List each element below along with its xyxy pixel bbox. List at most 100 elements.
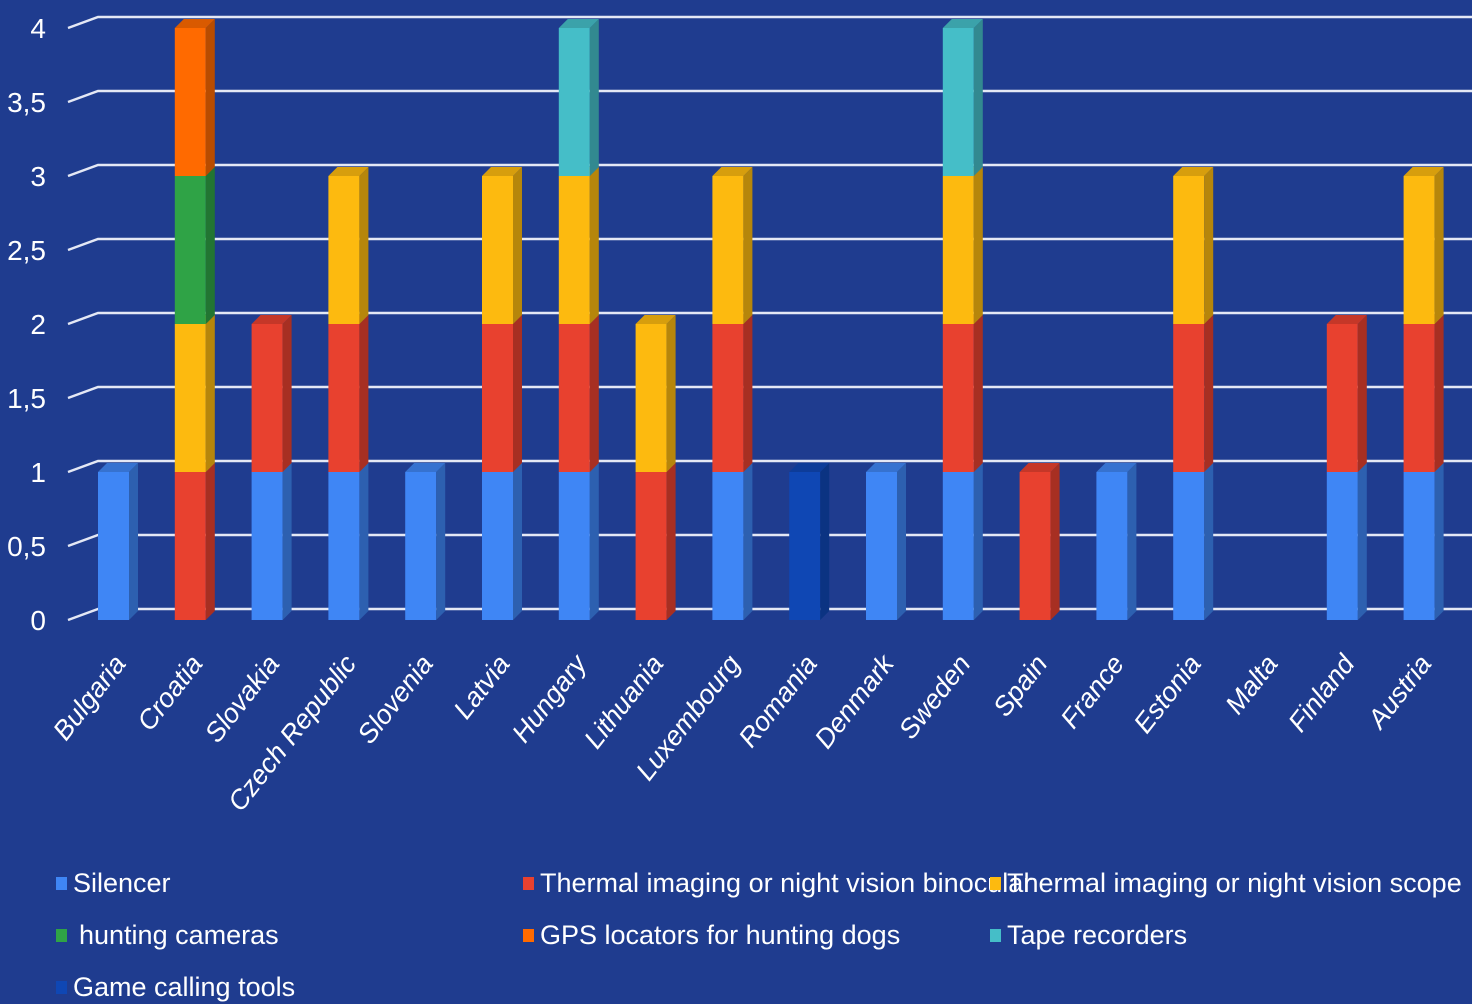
legend-swatch-silencer	[56, 877, 67, 890]
bar-segment-top	[942, 19, 983, 28]
bar-segment-top	[558, 19, 599, 28]
bar-segment	[635, 324, 667, 472]
bar-segment-side	[1204, 315, 1214, 472]
bar-segment-side	[666, 315, 676, 472]
bar-segment-side	[743, 167, 753, 324]
bar-segment-side	[282, 463, 292, 620]
bar-segment	[942, 472, 974, 620]
bar-segment-side	[359, 463, 369, 620]
bar-segment-side	[205, 315, 215, 472]
bar-segment-top	[712, 167, 753, 176]
x-category-label: Spain	[987, 649, 1053, 722]
bar-segment-side	[513, 167, 522, 324]
y-tick-label: 0,5	[7, 531, 46, 562]
legend-label-gps-locators: GPS locators for hunting dogs	[540, 920, 901, 950]
y-tick-label: 3	[30, 161, 46, 192]
gridline	[67, 459, 1472, 474]
bar-segment-side	[1204, 463, 1214, 620]
legend-swatch-game-calling-tools	[56, 981, 67, 994]
bar-segment-side	[743, 315, 753, 472]
legend-label-thermal-scope: Thermal imaging or night vision scope	[1007, 868, 1462, 898]
legend-swatch-thermal-binocular	[523, 877, 534, 890]
gridline	[67, 385, 1472, 400]
legend-label-thermal-binocular: Thermal imaging or night vision binocula…	[540, 868, 1033, 898]
bar-segment-side	[973, 463, 983, 620]
bar-segment-side	[589, 19, 599, 176]
bar-segment	[1096, 472, 1128, 620]
bar-segment-top	[1403, 167, 1444, 176]
bar-segment-top	[1096, 463, 1137, 472]
bar-segment	[558, 472, 590, 620]
legend-item-silencer: Silencer	[56, 868, 171, 899]
bar-segment-side	[743, 463, 753, 620]
bar-segment-top	[328, 167, 369, 176]
bar-segment	[1173, 176, 1205, 324]
y-tick-label: 2	[30, 309, 46, 340]
bar-segment-side	[973, 19, 983, 176]
bar-segment	[712, 324, 744, 472]
legend-item-game-calling-tools: Game calling tools	[56, 972, 295, 1003]
bar-segment-side	[1050, 463, 1060, 620]
bar-segment-side	[973, 315, 983, 472]
legend-swatch-gps-locators	[523, 929, 534, 942]
bar-segment-top	[251, 315, 292, 324]
bar-segment	[1019, 472, 1051, 620]
bar-segment-side	[820, 463, 830, 620]
bar-segment	[942, 28, 974, 176]
legend-item-hunting-cameras: hunting cameras	[56, 920, 279, 951]
bar-segment-top	[98, 463, 138, 472]
bar-segment	[482, 472, 513, 620]
bar-segment-top	[635, 315, 676, 324]
bar-segment	[558, 324, 590, 472]
legend-item-tape-recorders: Tape recorders	[990, 920, 1187, 951]
bar-segment	[174, 176, 206, 324]
bar-segment-top	[866, 463, 906, 472]
gridline	[67, 311, 1472, 326]
bar-segment	[1403, 472, 1435, 620]
bar-segment	[482, 176, 513, 324]
bar-segment-top	[1173, 167, 1214, 176]
bar-segment-side	[1357, 463, 1367, 620]
legend-swatch-hunting-cameras	[56, 929, 67, 942]
legend-swatch-tape-recorders	[990, 929, 1001, 942]
x-category-label: Malta	[1219, 649, 1283, 720]
legend-label-hunting-cameras: hunting cameras	[79, 920, 279, 950]
bar-segment	[942, 176, 974, 324]
bar-segment	[405, 472, 437, 620]
bar-segment	[1173, 472, 1205, 620]
bar-segment	[635, 472, 667, 620]
y-tick-label: 2,5	[7, 235, 46, 266]
bar-segment-side	[1434, 315, 1444, 472]
bar-segment-top	[1019, 463, 1060, 472]
bar-segment	[98, 472, 129, 620]
bar-segment-top	[1326, 315, 1367, 324]
bar-segment-side	[205, 167, 215, 324]
bar-segment-side	[589, 167, 599, 324]
gridline	[67, 89, 1472, 104]
bar-segment	[328, 472, 360, 620]
x-category-label: Denmark	[809, 648, 901, 754]
bar-segment	[251, 324, 283, 472]
bar-segment	[789, 472, 821, 620]
bar-segment	[1326, 324, 1358, 472]
legend-item-thermal-binocular: Thermal imaging or night vision binocula…	[523, 868, 1032, 899]
bar-segment-top	[174, 19, 215, 28]
bar-segment-side	[897, 463, 906, 620]
bar-segment	[558, 28, 590, 176]
bar-segment-side	[359, 315, 369, 472]
bar-segment	[174, 472, 206, 620]
bar-segment-side	[666, 463, 676, 620]
bar-segment-side	[513, 315, 522, 472]
legend-item-thermal-scope: Thermal imaging or night vision scope	[990, 868, 1462, 899]
bar-segment-side	[589, 315, 599, 472]
bar-segment-side	[1434, 463, 1444, 620]
bar-segment-side	[973, 167, 983, 324]
bar-segment	[942, 324, 974, 472]
bar-segment	[482, 324, 513, 472]
bar-segment	[328, 324, 360, 472]
legend-label-game-calling-tools: Game calling tools	[73, 972, 296, 1002]
legend-label-tape-recorders: Tape recorders	[1007, 920, 1188, 950]
bar-segment-side	[589, 463, 599, 620]
legend-item-gps-locators: GPS locators for hunting dogs	[523, 920, 900, 951]
